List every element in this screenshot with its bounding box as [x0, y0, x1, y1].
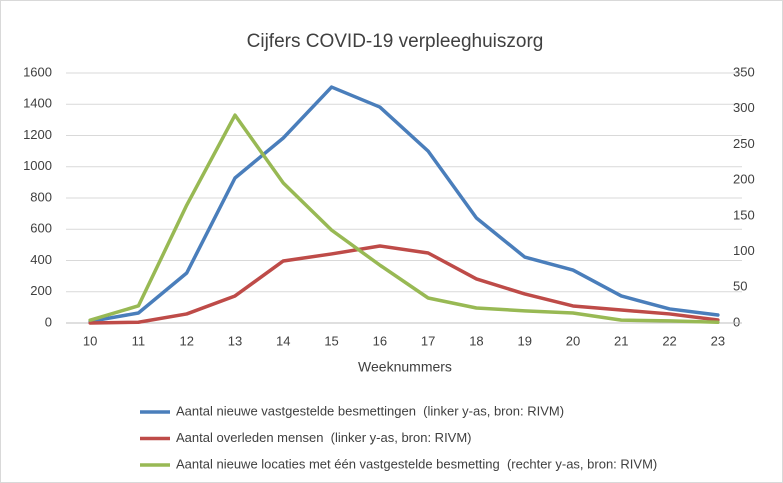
- y-tick-label: 600: [30, 221, 52, 236]
- y2-tick-label: 50: [733, 279, 747, 294]
- y2-tick-label: 350: [733, 64, 755, 79]
- x-tick-label: 15: [324, 333, 338, 348]
- x-tick-label: 17: [421, 333, 435, 348]
- x-tick-label: 13: [228, 333, 242, 348]
- x-tick-label: 14: [276, 333, 290, 348]
- y2-tick-label: 300: [733, 100, 755, 115]
- x-tick-label: 23: [711, 333, 725, 348]
- y2-tick-label: 0: [733, 314, 740, 329]
- y2-tick-label: 150: [733, 207, 755, 222]
- x-tick-label: 18: [469, 333, 483, 348]
- y-tick-label: 400: [30, 252, 52, 267]
- x-tick-label: 21: [614, 333, 628, 348]
- y2-tick-label: 100: [733, 243, 755, 258]
- y-tick-label: 1400: [23, 96, 52, 111]
- series-line: [88, 85, 720, 324]
- chart-title: Cijfers COVID-19 verpleeghuiszorg: [247, 31, 544, 52]
- x-axis-title: Weeknummers: [358, 359, 452, 375]
- legend-label: Aantal overleden mensen (linker y-as, br…: [176, 430, 472, 445]
- y-tick-label: 800: [30, 189, 52, 204]
- legend-label: Aantal nieuwe locaties met één vastgeste…: [176, 456, 657, 471]
- series-line: [88, 113, 720, 325]
- x-tick-label: 20: [566, 333, 580, 348]
- x-tick-label: 12: [179, 333, 193, 348]
- y-tick-label: 1600: [23, 64, 52, 79]
- x-tick-label: 19: [517, 333, 531, 348]
- legend-label: Aantal nieuwe vastgestelde besmettingen …: [176, 403, 564, 418]
- x-tick-label: 16: [373, 333, 387, 348]
- y2-tick-label: 250: [733, 136, 755, 151]
- y-tick-label: 1200: [23, 127, 52, 142]
- x-tick-label: 11: [132, 333, 146, 348]
- y-tick-label: 0: [45, 314, 52, 329]
- y-tick-label: 200: [30, 283, 52, 298]
- y2-tick-label: 200: [733, 172, 755, 187]
- series-line: [88, 244, 720, 325]
- x-tick-label: 10: [83, 333, 97, 348]
- x-tick-label: 22: [662, 333, 676, 348]
- y-tick-label: 1000: [23, 158, 52, 173]
